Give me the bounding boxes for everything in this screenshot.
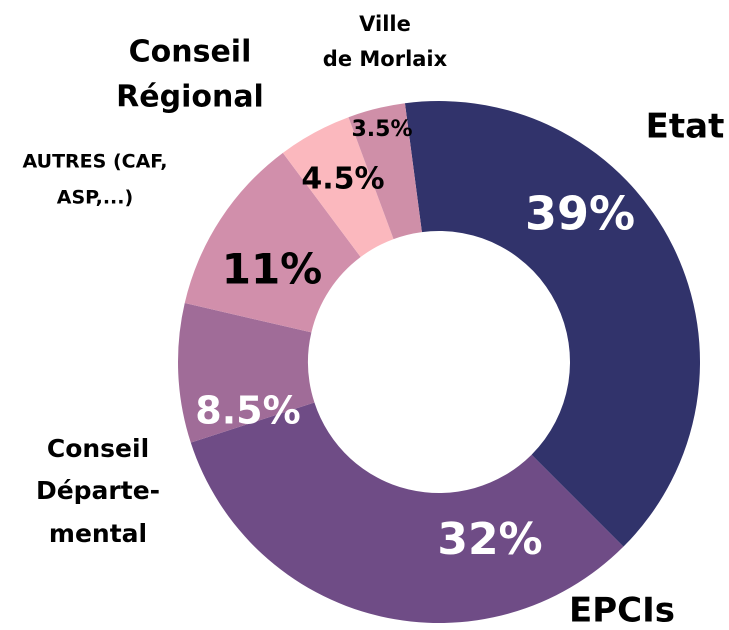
category-label: Régional (116, 80, 264, 115)
category-label: AUTRES (CAF, (23, 151, 168, 173)
category-label: Départe- (36, 476, 160, 505)
donut-segment (348, 103, 422, 240)
donut-segment (177, 303, 315, 443)
donut-segment (404, 101, 700, 547)
value-label: 3.5% (351, 117, 412, 142)
category-label: mental (49, 519, 147, 548)
donut-segment (190, 402, 624, 623)
category-label: Conseil (47, 434, 149, 463)
category-label: de Morlaix (323, 47, 448, 71)
category-label: ASP,...) (57, 187, 133, 209)
category-label: Etat (646, 107, 725, 147)
category-label: Ville (359, 12, 411, 36)
category-label: Conseil (129, 35, 252, 70)
value-label: 11% (222, 245, 323, 294)
donut-segment (282, 117, 394, 258)
value-label: 8.5% (195, 389, 300, 433)
category-label: EPCIs (569, 591, 675, 630)
value-label: 32% (437, 514, 542, 565)
value-label: 39% (525, 187, 635, 241)
value-label: 4.5% (301, 162, 384, 197)
donut-segment (184, 152, 361, 333)
